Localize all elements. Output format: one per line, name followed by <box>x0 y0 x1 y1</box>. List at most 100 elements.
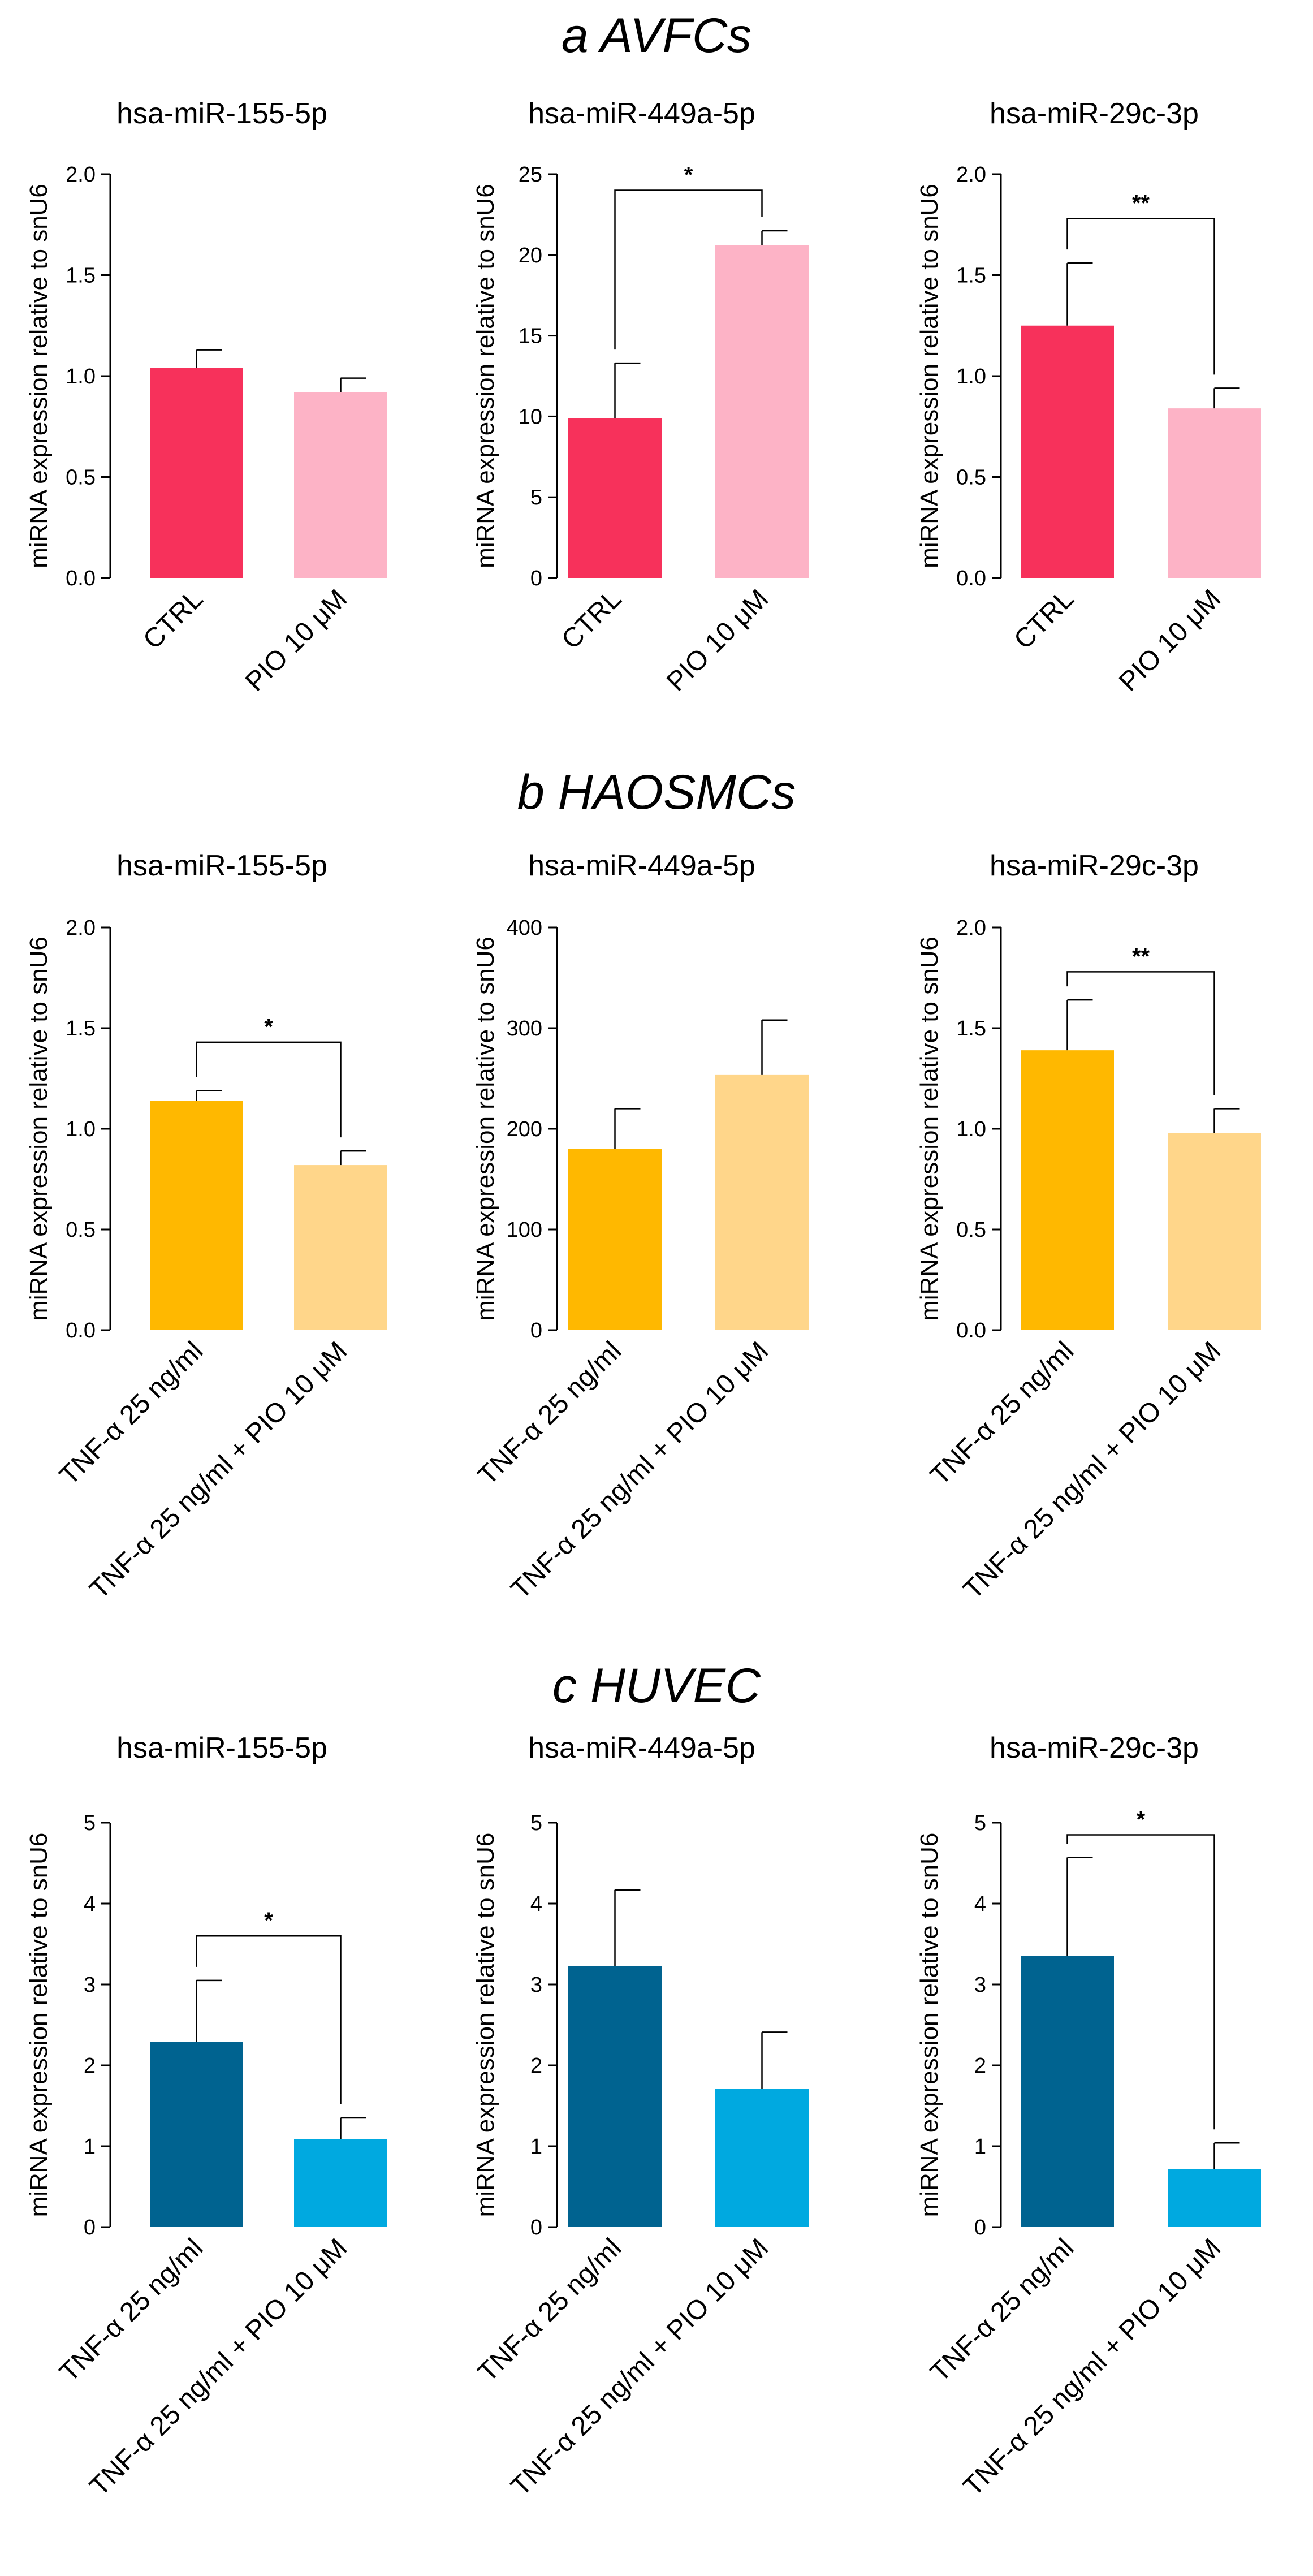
x-tick-label: CTRL <box>556 584 627 655</box>
x-tick-label: CTRL <box>137 584 209 655</box>
chart-panel-5: hsa-miR-449a-5p miRNA expression relative… <box>472 849 809 1605</box>
significance-label: * <box>1137 1807 1146 1832</box>
bar-2 <box>715 245 809 578</box>
y-tick-label: 4 <box>974 1892 986 1916</box>
chart-panel-9: hsa-miR-29c-3p miRNA expression relative … <box>915 1732 1261 2502</box>
significance-label: ** <box>1132 944 1150 969</box>
bar-2 <box>715 2089 809 2227</box>
y-axis-label: miRNA expression relative to snU6 <box>25 1833 53 2217</box>
y-tick-label: 1 <box>974 2135 986 2159</box>
x-tick-label: TNF-α 25 ng/ml <box>925 2233 1079 2388</box>
x-tick-label: TNF-α 25 ng/ml + PIO 10 μM <box>958 1336 1227 1605</box>
y-tick-label: 0.5 <box>956 1218 986 1242</box>
y-tick-label: 1.0 <box>66 1117 96 1141</box>
significance-bracket <box>1066 1834 1215 2130</box>
bar-1 <box>1021 325 1114 578</box>
bar-2 <box>294 392 387 578</box>
y-tick-label: 15 <box>519 325 542 348</box>
chart-title: hsa-miR-29c-3p <box>990 849 1199 882</box>
y-tick-label: 1.5 <box>66 1017 96 1041</box>
y-tick-label: 2 <box>84 2054 96 2078</box>
x-tick-label: TNF-α 25 ng/ml + PIO 10 μM <box>84 1336 353 1605</box>
chart-panel-7: hsa-miR-155-5p miRNA expression relative … <box>25 1732 387 2502</box>
y-tick-label: 1 <box>530 2135 542 2159</box>
x-tick-label: CTRL <box>1008 584 1079 655</box>
y-tick-label: 1.0 <box>956 1117 986 1141</box>
y-tick-label: 100 <box>507 1218 542 1242</box>
y-tick-label: 0 <box>84 2216 96 2240</box>
y-tick-label: 0 <box>530 1319 542 1343</box>
y-axis-label: miRNA expression relative to snU6 <box>25 937 53 1321</box>
significance-label: * <box>264 1015 273 1039</box>
y-tick-label: 0 <box>530 567 542 590</box>
x-tick-label: TNF-α 25 ng/ml + PIO 10 μM <box>506 1336 775 1605</box>
y-tick-label: 1.5 <box>66 264 96 288</box>
x-tick-label: TNF-α 25 ng/ml <box>925 1336 1079 1491</box>
bar-2 <box>294 2139 387 2227</box>
section-title-b: b HAOSMCs <box>517 765 796 819</box>
y-tick-label: 0.5 <box>956 466 986 490</box>
y-axis-label: miRNA expression relative to snU6 <box>915 184 943 568</box>
y-axis-label: miRNA expression relative to snU6 <box>472 1833 499 2217</box>
bar-2 <box>294 1165 387 1330</box>
y-tick-label: 1.5 <box>956 264 986 288</box>
y-tick-label: 0.0 <box>956 567 986 590</box>
bar-1 <box>150 2042 243 2227</box>
bar-1 <box>568 1149 662 1330</box>
chart-panel-6: hsa-miR-29c-3p miRNA expression relative … <box>915 849 1261 1605</box>
y-tick-label: 5 <box>974 1811 986 1835</box>
significance-bracket <box>1066 218 1215 375</box>
y-tick-label: 20 <box>519 244 542 267</box>
y-tick-label: 1.5 <box>956 1017 986 1041</box>
y-tick-label: 2.0 <box>66 916 96 940</box>
bar-1 <box>150 368 243 578</box>
chart-title: hsa-miR-449a-5p <box>528 97 755 130</box>
chart-panel-2: hsa-miR-449a-5p miRNA expression relative… <box>472 97 809 697</box>
y-tick-label: 0.5 <box>66 1218 96 1242</box>
y-tick-label: 1.0 <box>956 365 986 389</box>
y-tick-label: 3 <box>974 1973 986 1997</box>
significance-label: ** <box>1132 191 1150 216</box>
bar-1 <box>568 1966 662 2227</box>
y-tick-label: 1 <box>84 2135 96 2159</box>
chart-panel-8: hsa-miR-449a-5p miRNA expression relative… <box>472 1732 809 2502</box>
y-tick-label: 4 <box>84 1892 96 1916</box>
y-tick-label: 5 <box>84 1811 96 1835</box>
y-tick-label: 5 <box>530 1811 542 1835</box>
bar-1 <box>568 418 662 578</box>
x-tick-label: TNF-α 25 ng/ml + PIO 10 μM <box>506 2233 775 2502</box>
y-tick-label: 200 <box>507 1117 542 1141</box>
y-tick-label: 5 <box>530 486 542 510</box>
significance-label: * <box>684 163 693 188</box>
y-tick-label: 25 <box>519 163 542 187</box>
chart-panel-4: hsa-miR-155-5p miRNA expression relative … <box>25 849 387 1605</box>
significance-bracket <box>196 1041 342 1138</box>
x-tick-label: TNF-α 25 ng/ml <box>54 2233 209 2388</box>
y-tick-label: 0 <box>974 2216 986 2240</box>
y-tick-label: 300 <box>507 1017 542 1041</box>
y-tick-label: 3 <box>84 1973 96 1997</box>
bar-2 <box>1168 2169 1261 2227</box>
y-tick-label: 4 <box>530 1892 542 1916</box>
chart-title: hsa-miR-449a-5p <box>528 1732 755 1764</box>
x-tick-label: PIO 10 μM <box>661 584 774 697</box>
bar-1 <box>1021 1956 1114 2227</box>
section-title-a: a AVFCs <box>562 8 751 63</box>
x-tick-label: TNF-α 25 ng/ml + PIO 10 μM <box>958 2233 1227 2502</box>
y-tick-label: 0.0 <box>66 567 96 590</box>
y-tick-label: 10 <box>519 405 542 429</box>
x-tick-label: TNF-α 25 ng/ml <box>472 2233 627 2388</box>
chart-title: hsa-miR-29c-3p <box>990 1732 1199 1764</box>
y-tick-label: 2 <box>530 2054 542 2078</box>
bar-2 <box>1168 408 1261 578</box>
y-axis-label: miRNA expression relative to snU6 <box>472 184 499 568</box>
bar-2 <box>1168 1133 1261 1330</box>
y-axis-label: miRNA expression relative to snU6 <box>25 184 53 568</box>
y-tick-label: 3 <box>530 1973 542 1997</box>
x-tick-label: TNF-α 25 ng/ml <box>54 1336 209 1491</box>
significance-bracket <box>196 1935 342 2104</box>
significance-bracket <box>614 189 763 350</box>
y-tick-label: 2 <box>974 2054 986 2078</box>
significance-bracket <box>1066 971 1215 1095</box>
